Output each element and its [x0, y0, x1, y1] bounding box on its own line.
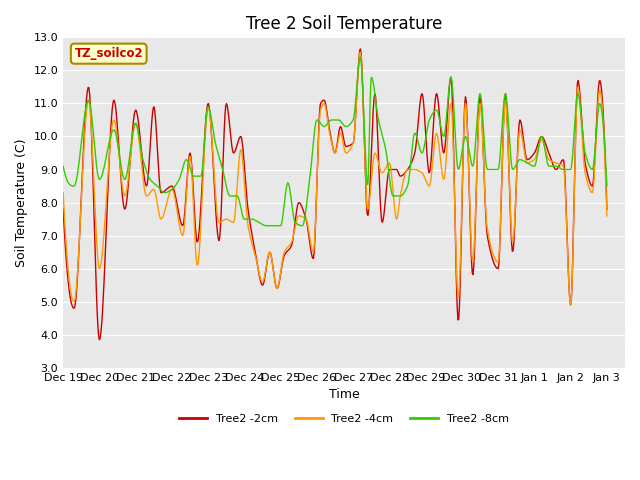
- Tree2 -8cm: [603, 183, 611, 189]
- Tree2 -4cm: [356, 49, 364, 55]
- Tree2 -8cm: [209, 126, 217, 132]
- Tree2 -4cm: [209, 151, 217, 156]
- Tree2 -8cm: [356, 54, 364, 60]
- Tree2 -2cm: [69, 305, 77, 311]
- Tree2 -2cm: [95, 337, 103, 343]
- Tree2 -2cm: [210, 170, 218, 176]
- Line: Tree2 -2cm: Tree2 -2cm: [63, 49, 607, 340]
- X-axis label: Time: Time: [329, 388, 360, 401]
- Tree2 -4cm: [125, 169, 132, 175]
- Tree2 -4cm: [402, 169, 410, 175]
- Tree2 -2cm: [419, 91, 426, 97]
- Tree2 -4cm: [60, 190, 67, 195]
- Tree2 -8cm: [419, 150, 426, 156]
- Tree2 -2cm: [603, 206, 611, 212]
- Legend: Tree2 -2cm, Tree2 -4cm, Tree2 -8cm: Tree2 -2cm, Tree2 -4cm, Tree2 -8cm: [175, 409, 513, 428]
- Text: TZ_soilco2: TZ_soilco2: [74, 47, 143, 60]
- Tree2 -2cm: [356, 46, 364, 52]
- Y-axis label: Soil Temperature (C): Soil Temperature (C): [15, 138, 28, 267]
- Tree2 -2cm: [181, 208, 189, 214]
- Tree2 -4cm: [603, 213, 611, 219]
- Title: Tree 2 Soil Temperature: Tree 2 Soil Temperature: [246, 15, 442, 33]
- Tree2 -2cm: [403, 168, 410, 174]
- Tree2 -8cm: [180, 160, 188, 166]
- Line: Tree2 -8cm: Tree2 -8cm: [63, 57, 607, 226]
- Tree2 -2cm: [60, 206, 67, 212]
- Tree2 -8cm: [403, 185, 410, 191]
- Tree2 -2cm: [126, 164, 134, 169]
- Tree2 -8cm: [263, 223, 271, 228]
- Tree2 -4cm: [180, 225, 188, 231]
- Tree2 -8cm: [60, 163, 67, 169]
- Tree2 -8cm: [125, 158, 132, 164]
- Tree2 -4cm: [567, 302, 575, 308]
- Tree2 -8cm: [69, 183, 77, 189]
- Tree2 -4cm: [69, 298, 77, 304]
- Tree2 -4cm: [418, 169, 426, 175]
- Line: Tree2 -4cm: Tree2 -4cm: [63, 52, 607, 305]
